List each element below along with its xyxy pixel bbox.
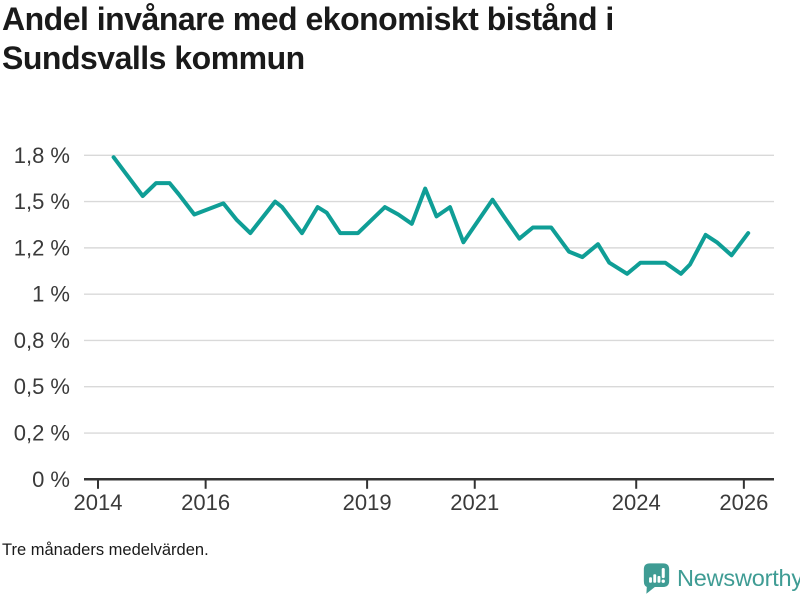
y-tick-label: 1 % — [32, 282, 70, 307]
y-tick-label: 1,8 % — [14, 143, 70, 168]
x-tick-label: 2014 — [74, 490, 123, 515]
y-tick-label: 1,2 % — [14, 235, 70, 260]
y-tick-label: 0,5 % — [14, 374, 70, 399]
x-tick-label: 2024 — [612, 490, 661, 515]
data-line — [111, 155, 751, 276]
x-tick-label: 2016 — [181, 490, 230, 515]
y-tick-label: 0,8 % — [14, 328, 70, 353]
newsworthy-wordmark: Newsworthy — [677, 564, 800, 591]
y-tick-label: 0 % — [32, 467, 70, 492]
y-tick-label: 1,5 % — [14, 189, 70, 214]
x-tick-label: 2019 — [343, 490, 392, 515]
x-tick-label: 2026 — [719, 490, 768, 515]
newsworthy-icon — [643, 562, 670, 594]
x-tick-label: 2021 — [450, 490, 499, 515]
newsworthy-logo[interactable]: Newsworthy — [643, 561, 800, 595]
chart-title: Andel invånare med ekonomiskt bistånd i … — [2, 1, 614, 76]
chart-footnote: Tre månaders medelvärden. — [2, 541, 209, 559]
y-tick-label: 0,2 % — [14, 421, 70, 446]
